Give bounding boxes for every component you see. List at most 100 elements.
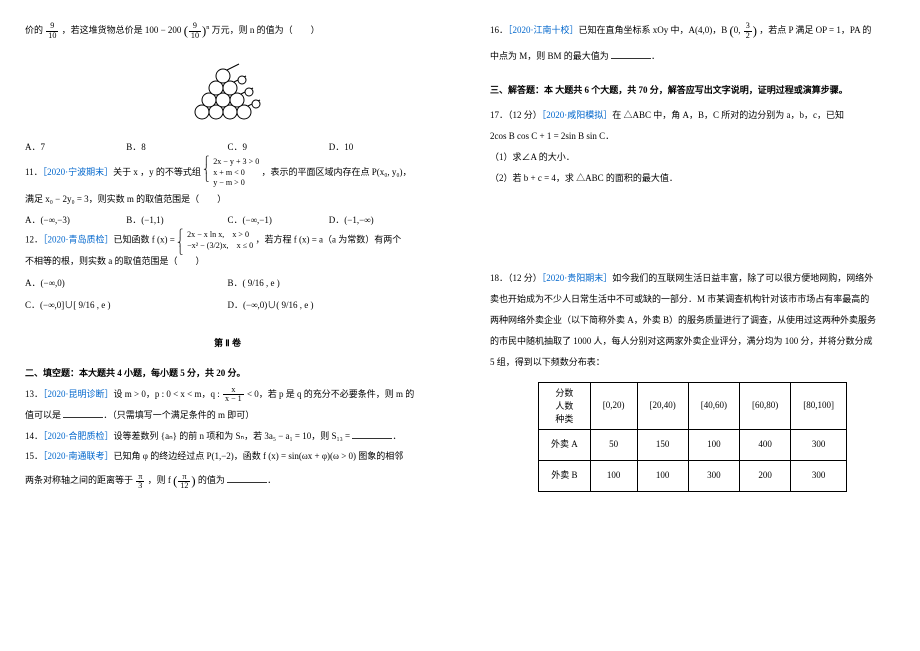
table-row-b: 外卖 B 100 100 300 200 300: [539, 461, 847, 492]
workspace-gap: [490, 189, 895, 269]
q16-line2: 中点为 M，则 BM 的最大值为 ．: [490, 47, 895, 67]
q10-exp: n: [206, 24, 209, 31]
q16-body3: 中点为 M，则 BM 的最大值为: [490, 51, 611, 61]
q12-pw-b: −x² − (3/2)x, x ≤ 0: [185, 241, 253, 252]
q11-opt-c: C．(−∞,−1): [228, 211, 329, 231]
b3: 200: [740, 461, 791, 492]
q11-body1: 关于 x ，y 的不等式组: [113, 167, 203, 177]
q15-line2: 两条对称轴之间的距离等于 π3 ，则 f (π12) 的值为 ．: [25, 468, 430, 496]
q16-source: ［2020·江南十校］: [508, 25, 579, 35]
q15-no: 15．: [25, 451, 43, 461]
q12-piecewise: 2x − x ln x, x > 0 −x² − (3/2)x, x ≤ 0: [177, 230, 253, 251]
q15-blank: [227, 474, 267, 483]
q15-body2: 两条对称轴之间的距离等于: [25, 475, 135, 485]
q15-body4: 的值为: [198, 475, 227, 485]
q15-tail: ．: [267, 475, 276, 485]
q18-line4: 的市民中随机抽取了 1000 人，每人分别对这两家外卖企业评分，满分均为 100…: [490, 332, 895, 352]
hdr-l1: 分数: [547, 387, 582, 400]
q14-blank: [352, 430, 392, 439]
q18-line3: 两种网络外卖企业（以下简称外卖 A，外卖 B）的服务质量进行了调查，从使用过这两…: [490, 311, 895, 331]
q13-body3: 值可以是: [25, 410, 63, 420]
q12-no: 12．: [25, 235, 43, 245]
q11-line2: 满足 x₀ − 2y₀ = 3，则实数 m 的取值范围是（ ）: [25, 190, 430, 210]
q13-body1: 设 m > 0，p : 0 < x < m，q :: [114, 389, 222, 399]
q17-line2: 2cos B cos C + 1 = 2sin B sin C．: [490, 127, 895, 147]
q14-tail: ．: [392, 431, 401, 441]
q10-opt-a: A．7: [25, 138, 126, 158]
q12-source: ［2020·青岛质检］: [43, 235, 114, 245]
rparen2: ): [191, 474, 195, 488]
q16-tail: ．: [651, 51, 660, 61]
a2: 100: [688, 430, 739, 461]
q12-body2: ，若方程 f (x) = a（a 为常数）有两个: [255, 235, 401, 245]
q10-line: 价的 910 ，若这堆货物总价是 100 − 200 (910)n 万元，则 n…: [25, 18, 430, 46]
q16-body1: 已知在直角坐标系 xOy 中，A(4,0)，B: [579, 25, 728, 35]
col-1: [20,40): [637, 383, 688, 430]
q18-source: ［2020·贵阳期末］: [542, 273, 613, 283]
q12-line1: 12．［2020·青岛质检］已知函数 f (x) = 2x − x ln x, …: [25, 230, 430, 251]
q14-source: ［2020·合肥质检］: [43, 431, 114, 441]
col-0: [0,20): [590, 383, 637, 430]
q17-sub2: （2）若 b + c = 4，求 △ABC 的面积的最大值．: [490, 169, 895, 189]
q10-mid: ，若这堆货物总价是 100 − 200: [62, 25, 182, 35]
q13-frac: xx − 1: [223, 386, 244, 403]
q16-no: 16．: [490, 25, 508, 35]
q16-body2: ，若点 P 满足 OP = 1，PA 的: [759, 25, 871, 35]
q13-blank: [63, 409, 103, 418]
q18-line5: 5 组，得到以下频数分布表：: [490, 353, 895, 373]
q11-line1: 11．［2020·宁波期末］关于 x ，y 的不等式组 2x − y + 3 >…: [25, 157, 430, 189]
right-column: 16．［2020·江南十校］已知在直角坐标系 xOy 中，A(4,0)，B (0…: [460, 0, 920, 651]
hdr-l2: 人数: [547, 400, 582, 413]
lparen: (: [184, 24, 188, 38]
q12-opt-c: C．(−∞,0]∪[ 9/16 , e ): [25, 295, 228, 317]
q15-body3: ，则 f: [148, 475, 174, 485]
q11-opt-b: B．(−1,1): [126, 211, 227, 231]
table-row-a: 外卖 A 50 150 100 400 300: [539, 430, 847, 461]
hdr-l3: 种类: [547, 413, 582, 426]
q14-body1: 设等差数列 {aₙ} 的前 n 项和为 Sₙ，若 3a₅ − a₁ = 10，则…: [114, 431, 353, 441]
q13-line1: 13．［2020·昆明诊断］设 m > 0，p : 0 < x < m，q : …: [25, 385, 430, 405]
hdr-diag: 分数 人数 种类: [539, 383, 591, 430]
q17-source: ［2020·咸阳模拟］: [542, 110, 613, 120]
rowB-label: 外卖 B: [539, 461, 591, 492]
q11-system: 2x − y + 3 > 0 x + m < 0 y − m > 0: [203, 157, 259, 189]
q10-suffix: 万元，则 n 的值为（ ）: [212, 25, 320, 35]
table-header-row: 分数 人数 种类 [0,20) [20,40) [40,60) [60,80) …: [539, 383, 847, 430]
q16-blank: [611, 50, 651, 59]
cylinder-pyramid-icon: [188, 54, 268, 122]
q11-sys2: x + m < 0: [211, 168, 259, 179]
q10-frac: 910: [46, 22, 58, 39]
q11-sys1: 2x − y + 3 > 0: [211, 157, 259, 168]
q16-line1: 16．［2020·江南十校］已知在直角坐标系 xOy 中，A(4,0)，B (0…: [490, 18, 895, 46]
q13-line2: 值可以是 ．（只需填写一个满足条件的 m 即可）: [25, 406, 430, 426]
section2-heading: 二、填空题：本大题共 4 小题，每小题 5 分，共 20 分。: [25, 364, 430, 384]
q11-no: 11．: [25, 167, 43, 177]
q15-frac2: π12: [178, 473, 190, 490]
q15-source: ［2020·南通联考］: [43, 451, 114, 461]
col-3: [60,80): [740, 383, 791, 430]
a3: 400: [740, 430, 791, 461]
q12-opt-a: A．(−∞,0): [25, 273, 228, 295]
part2-title: 第 Ⅱ 卷: [25, 334, 430, 354]
b1: 100: [637, 461, 688, 492]
q12-options: A．(−∞,0) B．( 9/16 , e ) C．(−∞,0]∪[ 9/16 …: [25, 273, 430, 316]
q10-frac2: 910: [189, 22, 201, 39]
q12-line2: 不相等的根，则实数 a 的取值范围是（ ）: [25, 252, 430, 272]
frequency-table: 分数 人数 种类 [0,20) [20,40) [40,60) [60,80) …: [538, 382, 847, 491]
q10-opt-d: D．10: [329, 138, 430, 158]
b4: 300: [791, 461, 847, 492]
section3-heading: 三、解答题：本 大题共 6 个大题，共 70 分，解答应写出文字说明，证明过程或…: [490, 81, 895, 101]
q12-opt-d: D．(−∞,0)∪( 9/16 , e ): [228, 295, 431, 317]
rowA-label: 外卖 A: [539, 430, 591, 461]
q18-no: 18．（12 分）: [490, 273, 542, 283]
q12-pw-a: 2x − x ln x, x > 0: [185, 230, 253, 241]
q14-no: 14．: [25, 431, 43, 441]
a1: 150: [637, 430, 688, 461]
q17-no: 17．（12 分）: [490, 110, 542, 120]
page: 价的 910 ，若这堆货物总价是 100 − 200 (910)n 万元，则 n…: [0, 0, 920, 651]
q18-body1: 如今我们的互联网生活日益丰富，除了可以很方便地网购，网络外: [612, 273, 873, 283]
q12-opt-b: B．( 9/16 , e ): [228, 273, 431, 295]
q10-opt-c: C．9: [228, 138, 329, 158]
q13-tail: ．（只需填写一个满足条件的 m 即可）: [103, 410, 254, 420]
q11-source: ［2020·宁波期末］: [43, 167, 114, 177]
